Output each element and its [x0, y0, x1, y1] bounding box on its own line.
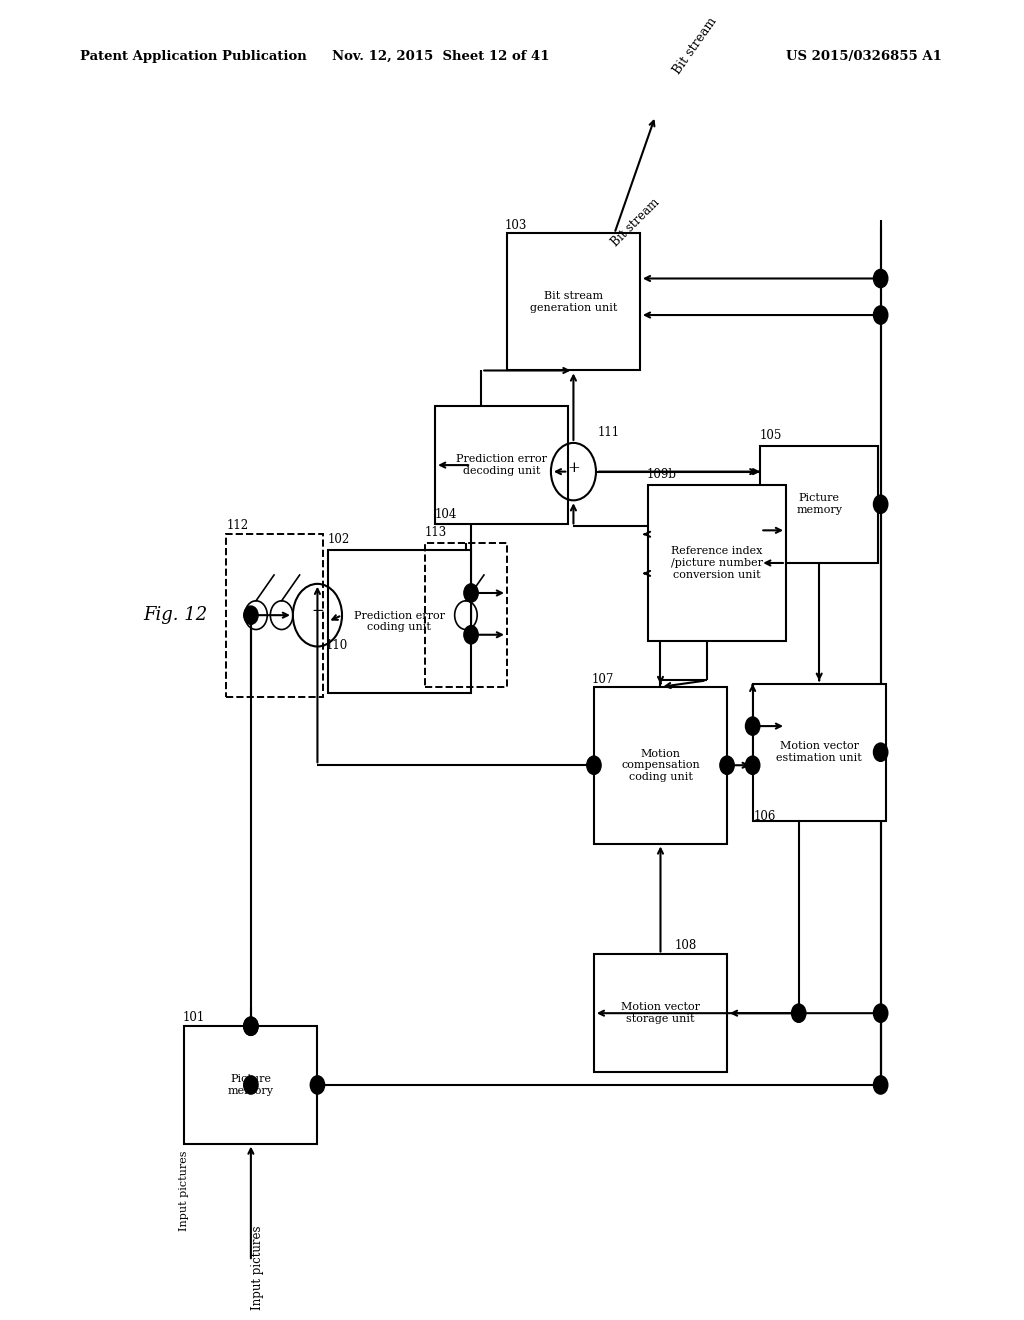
Circle shape	[873, 1076, 888, 1094]
Text: Motion
compensation
coding unit: Motion compensation coding unit	[622, 748, 699, 781]
Circle shape	[873, 306, 888, 325]
Circle shape	[244, 606, 258, 624]
FancyBboxPatch shape	[647, 484, 786, 642]
Text: Reference index
/picture number
conversion unit: Reference index /picture number conversi…	[671, 546, 763, 579]
Text: 108: 108	[675, 939, 697, 952]
Circle shape	[587, 756, 601, 775]
Text: 107: 107	[592, 673, 614, 685]
Text: 106: 106	[754, 809, 776, 822]
Circle shape	[873, 1005, 888, 1022]
FancyBboxPatch shape	[328, 550, 471, 693]
FancyBboxPatch shape	[760, 446, 879, 562]
Circle shape	[792, 1005, 806, 1022]
Text: −: −	[311, 605, 324, 618]
Circle shape	[873, 269, 888, 288]
Circle shape	[244, 1018, 258, 1035]
Text: Bit stream: Bit stream	[609, 195, 662, 249]
Circle shape	[244, 1076, 258, 1094]
Text: 105: 105	[760, 429, 782, 442]
Text: US 2015/0326855 A1: US 2015/0326855 A1	[786, 50, 942, 63]
Circle shape	[873, 743, 888, 762]
FancyBboxPatch shape	[435, 407, 568, 524]
Text: Input pictures: Input pictures	[251, 1225, 264, 1309]
Text: Prediction error
coding unit: Prediction error coding unit	[354, 611, 444, 632]
FancyBboxPatch shape	[753, 684, 886, 821]
FancyBboxPatch shape	[594, 954, 727, 1072]
Circle shape	[310, 1076, 325, 1094]
Text: Fig. 12: Fig. 12	[143, 606, 208, 624]
Text: Bit stream
generation unit: Bit stream generation unit	[529, 292, 617, 313]
Text: Bit stream: Bit stream	[671, 15, 719, 77]
Text: 113: 113	[425, 527, 447, 540]
Circle shape	[720, 756, 734, 775]
Text: Patent Application Publication: Patent Application Publication	[80, 50, 306, 63]
Circle shape	[745, 717, 760, 735]
Text: 110: 110	[326, 639, 348, 652]
Text: Picture
memory: Picture memory	[228, 1074, 273, 1096]
Text: Input pictures: Input pictures	[179, 1150, 189, 1230]
Text: Motion vector
estimation unit: Motion vector estimation unit	[776, 742, 862, 763]
Circle shape	[464, 626, 478, 644]
Text: 104: 104	[434, 508, 457, 521]
Text: 102: 102	[328, 533, 350, 546]
Text: Nov. 12, 2015  Sheet 12 of 41: Nov. 12, 2015 Sheet 12 of 41	[332, 50, 549, 63]
Text: Picture
memory: Picture memory	[797, 494, 842, 515]
Circle shape	[244, 1018, 258, 1035]
Circle shape	[464, 583, 478, 602]
FancyBboxPatch shape	[594, 686, 727, 843]
Text: 109b: 109b	[646, 467, 676, 480]
Text: 103: 103	[505, 219, 527, 231]
Text: +: +	[567, 461, 580, 475]
Text: 112: 112	[226, 519, 249, 532]
Text: 101: 101	[182, 1011, 205, 1023]
FancyBboxPatch shape	[507, 234, 640, 371]
Circle shape	[873, 495, 888, 513]
Text: Motion vector
storage unit: Motion vector storage unit	[621, 1002, 700, 1024]
FancyBboxPatch shape	[184, 1026, 317, 1143]
Circle shape	[745, 756, 760, 775]
Text: 111: 111	[598, 426, 621, 440]
Text: Prediction error
decoding unit: Prediction error decoding unit	[457, 454, 547, 477]
